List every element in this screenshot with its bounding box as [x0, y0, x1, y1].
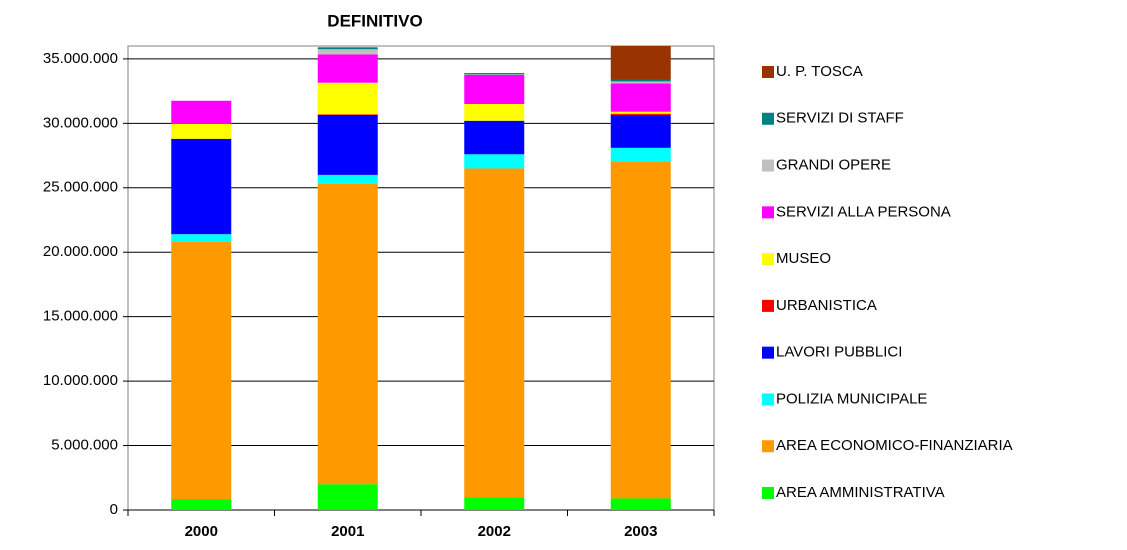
bar-segment — [610, 46, 671, 80]
bar-segment — [610, 498, 671, 510]
legend-label: MUSEO — [776, 250, 831, 267]
legend-swatch — [762, 253, 774, 266]
y-tick-label: 10.000.000 — [43, 372, 118, 389]
bar-segment — [610, 147, 671, 162]
legend-label: POLIZIA MUNICIPALE — [776, 390, 927, 407]
x-tick-label: 2001 — [331, 523, 364, 540]
y-tick-label: 25.000.000 — [43, 179, 118, 196]
y-tick-label: 5.000.000 — [51, 437, 118, 454]
legend-swatch — [762, 440, 774, 453]
bar-segment — [317, 82, 378, 115]
bar-segment — [464, 120, 525, 155]
legend-swatch — [762, 346, 774, 359]
bar-segment — [610, 81, 671, 84]
bar-segment — [171, 123, 232, 139]
bar-segment — [610, 113, 671, 115]
legend-label: U. P. TOSCA — [776, 63, 863, 80]
bar-segment — [317, 484, 378, 510]
bar-segment — [171, 241, 232, 500]
bar-segment — [464, 154, 525, 169]
legend-label: LAVORI PUBBLICI — [776, 344, 902, 361]
bar-segment — [317, 114, 378, 175]
legend-label: AREA AMMINISTRATIVA — [776, 484, 945, 501]
legend-label: URBANISTICA — [776, 297, 877, 314]
bar-segment — [464, 74, 525, 75]
bar-segment — [317, 49, 378, 55]
bar-segment — [464, 75, 525, 104]
chart-title: DEFINITIVO — [327, 11, 422, 30]
legend-swatch — [762, 393, 774, 406]
x-tick-label: 2000 — [185, 523, 218, 540]
bar-segment — [317, 174, 378, 184]
legend-swatch — [762, 112, 774, 125]
bar-segment — [610, 83, 671, 112]
bar-segment — [171, 499, 232, 510]
y-tick-label: 20.000.000 — [43, 243, 118, 260]
bar-segment — [317, 47, 378, 50]
bar-segment — [317, 114, 378, 115]
bar-segment — [464, 497, 525, 510]
legend-label: GRANDI OPERE — [776, 157, 891, 174]
bar-segment — [171, 234, 232, 242]
y-tick-label: 15.000.000 — [43, 308, 118, 325]
x-tick-label: 2003 — [624, 523, 657, 540]
legend-swatch — [762, 206, 774, 219]
y-tick-label: 35.000.000 — [43, 50, 118, 67]
bar-segment — [171, 100, 232, 124]
y-tick-label: 30.000.000 — [43, 114, 118, 131]
bar-segment — [464, 168, 525, 498]
legend-swatch — [762, 66, 774, 78]
legend-label: AREA ECONOMICO-FINANZIARIA — [776, 437, 1013, 454]
bar-segment — [464, 73, 525, 75]
legend-swatch — [762, 299, 774, 312]
legend-swatch — [762, 487, 774, 499]
bar-segment — [317, 54, 378, 83]
bar-segment — [610, 114, 671, 148]
bar-segment — [171, 138, 232, 235]
bar-segment — [610, 79, 671, 82]
legend-label: SERVIZI ALLA PERSONA — [776, 203, 951, 220]
y-tick-label: 0 — [110, 501, 118, 518]
legend-label: SERVIZI DI STAFF — [776, 110, 904, 127]
bar-segment — [610, 111, 671, 114]
bar-segment — [317, 183, 378, 485]
bar-segment — [464, 104, 525, 121]
bar-segment — [610, 162, 671, 499]
x-tick-label: 2002 — [478, 523, 511, 540]
legend-swatch — [762, 159, 774, 172]
